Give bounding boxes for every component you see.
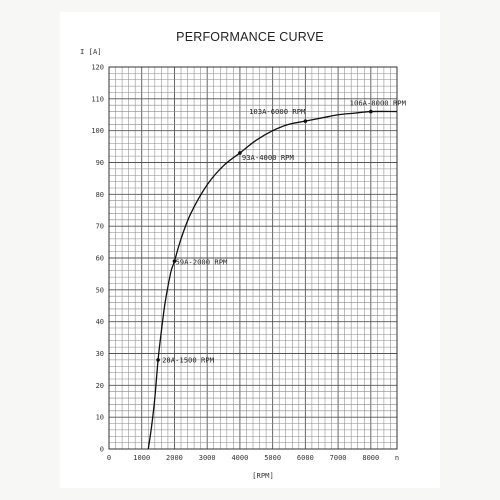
- plot-frame: [108, 66, 398, 450]
- data-label: 106A-8000 RPM: [350, 99, 407, 108]
- y-axis-label: I [A]: [80, 47, 102, 56]
- y-tick-label: 30: [96, 350, 104, 358]
- data-label: 28A-1500 RPM: [162, 355, 215, 364]
- y-tick-label: 110: [91, 95, 104, 103]
- data-point-marker: [303, 119, 308, 123]
- chart-title: PERFORMANCE CURVE: [176, 30, 324, 44]
- data-label: 59A-2000 RPM: [175, 258, 228, 267]
- data-point-marker: [369, 109, 373, 114]
- y-tick-label: 50: [96, 286, 104, 294]
- y-tick-label: 70: [96, 223, 104, 231]
- y-tick-label: 0: [100, 446, 104, 454]
- x-tick-label: 2000: [166, 454, 183, 462]
- x-tick-label: 3000: [199, 454, 216, 462]
- y-tick-label: 60: [96, 255, 104, 263]
- data-point-marker: [156, 358, 160, 362]
- y-tick-label: 90: [96, 159, 104, 167]
- y-tick-label: 10: [96, 414, 104, 422]
- paper-sheet: [60, 12, 440, 488]
- y-tick-label: 40: [96, 318, 104, 326]
- x-tick-label: 4000: [231, 454, 248, 462]
- x-tick-label: 6000: [297, 454, 314, 462]
- x-tick-label: 7000: [330, 454, 347, 462]
- y-tick-label: 20: [96, 382, 104, 390]
- x-tick-label: 1000: [133, 454, 150, 462]
- y-tick-label: 120: [91, 64, 104, 72]
- x-axis-label: [RPM]: [252, 471, 274, 480]
- data-label: 103A-6000 RPM: [249, 107, 306, 116]
- y-tick-label: 80: [96, 191, 104, 199]
- x-tick-label: 5000: [264, 454, 281, 462]
- data-label: 93A-4000 RPM: [242, 153, 295, 162]
- data-point-marker: [172, 259, 177, 263]
- grid-lines: [108, 66, 398, 450]
- x-end-label: n: [395, 454, 399, 462]
- series-line: [147, 110, 398, 450]
- x-tick-label: 0: [107, 454, 111, 462]
- y-tick-label: 100: [91, 127, 104, 135]
- x-tick-label: 8000: [362, 454, 379, 462]
- data-point-marker: [238, 151, 242, 155]
